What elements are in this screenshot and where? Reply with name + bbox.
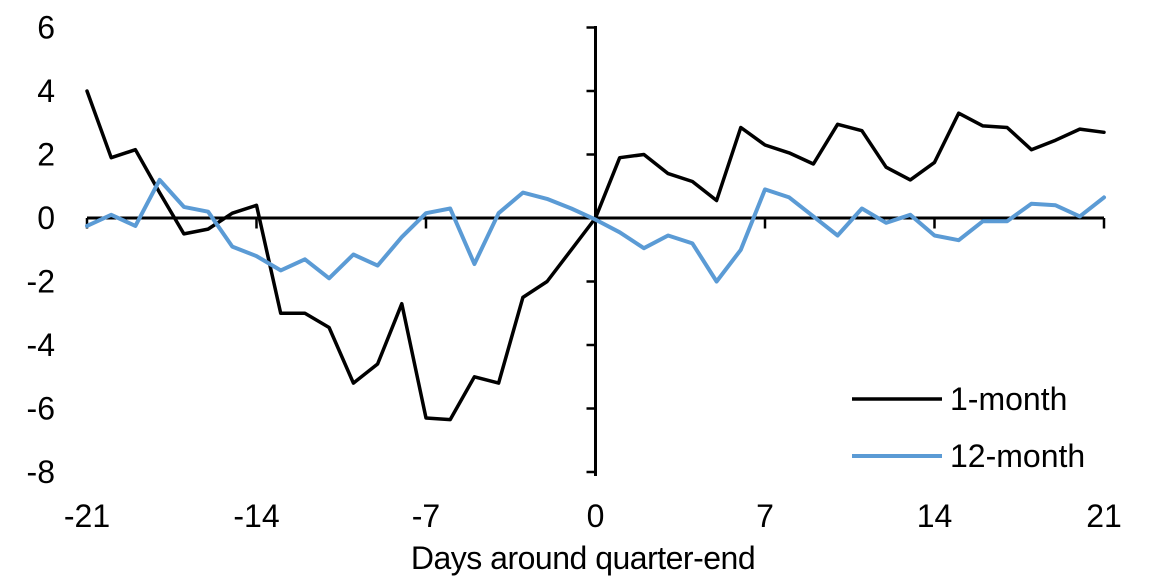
y-tick-label: -8 bbox=[27, 454, 55, 490]
x-tick-label: -21 bbox=[64, 498, 110, 534]
legend: 1-month 12-month bbox=[852, 381, 1085, 474]
x-tick-label: 7 bbox=[756, 498, 774, 534]
y-tick-label: -6 bbox=[27, 391, 55, 427]
y-tick-label: -4 bbox=[27, 327, 55, 363]
x-tick-label: 0 bbox=[587, 498, 605, 534]
x-tick-label: 21 bbox=[1086, 498, 1122, 534]
y-tick-label: 0 bbox=[37, 200, 55, 236]
y-tick-label: 6 bbox=[37, 10, 55, 46]
x-tick-label: 14 bbox=[917, 498, 953, 534]
x-tick-label: -14 bbox=[233, 498, 279, 534]
legend-12-month-label: 12-month bbox=[950, 438, 1085, 474]
series-12-month-line bbox=[85, 177, 1106, 284]
x-tick-label: -7 bbox=[412, 498, 440, 534]
series-lines bbox=[85, 89, 1106, 422]
x-axis-title: Days around quarter-end bbox=[411, 540, 755, 576]
y-tick-label: -2 bbox=[27, 264, 55, 300]
axes: -21 -14 -7 0 7 14 21 6 4 2 0 -2 -4 -6 -8 bbox=[27, 10, 1122, 535]
legend-1-month-label: 1-month bbox=[950, 381, 1067, 417]
y-tick-label: 2 bbox=[37, 137, 55, 173]
y-tick-label: 4 bbox=[37, 73, 55, 109]
